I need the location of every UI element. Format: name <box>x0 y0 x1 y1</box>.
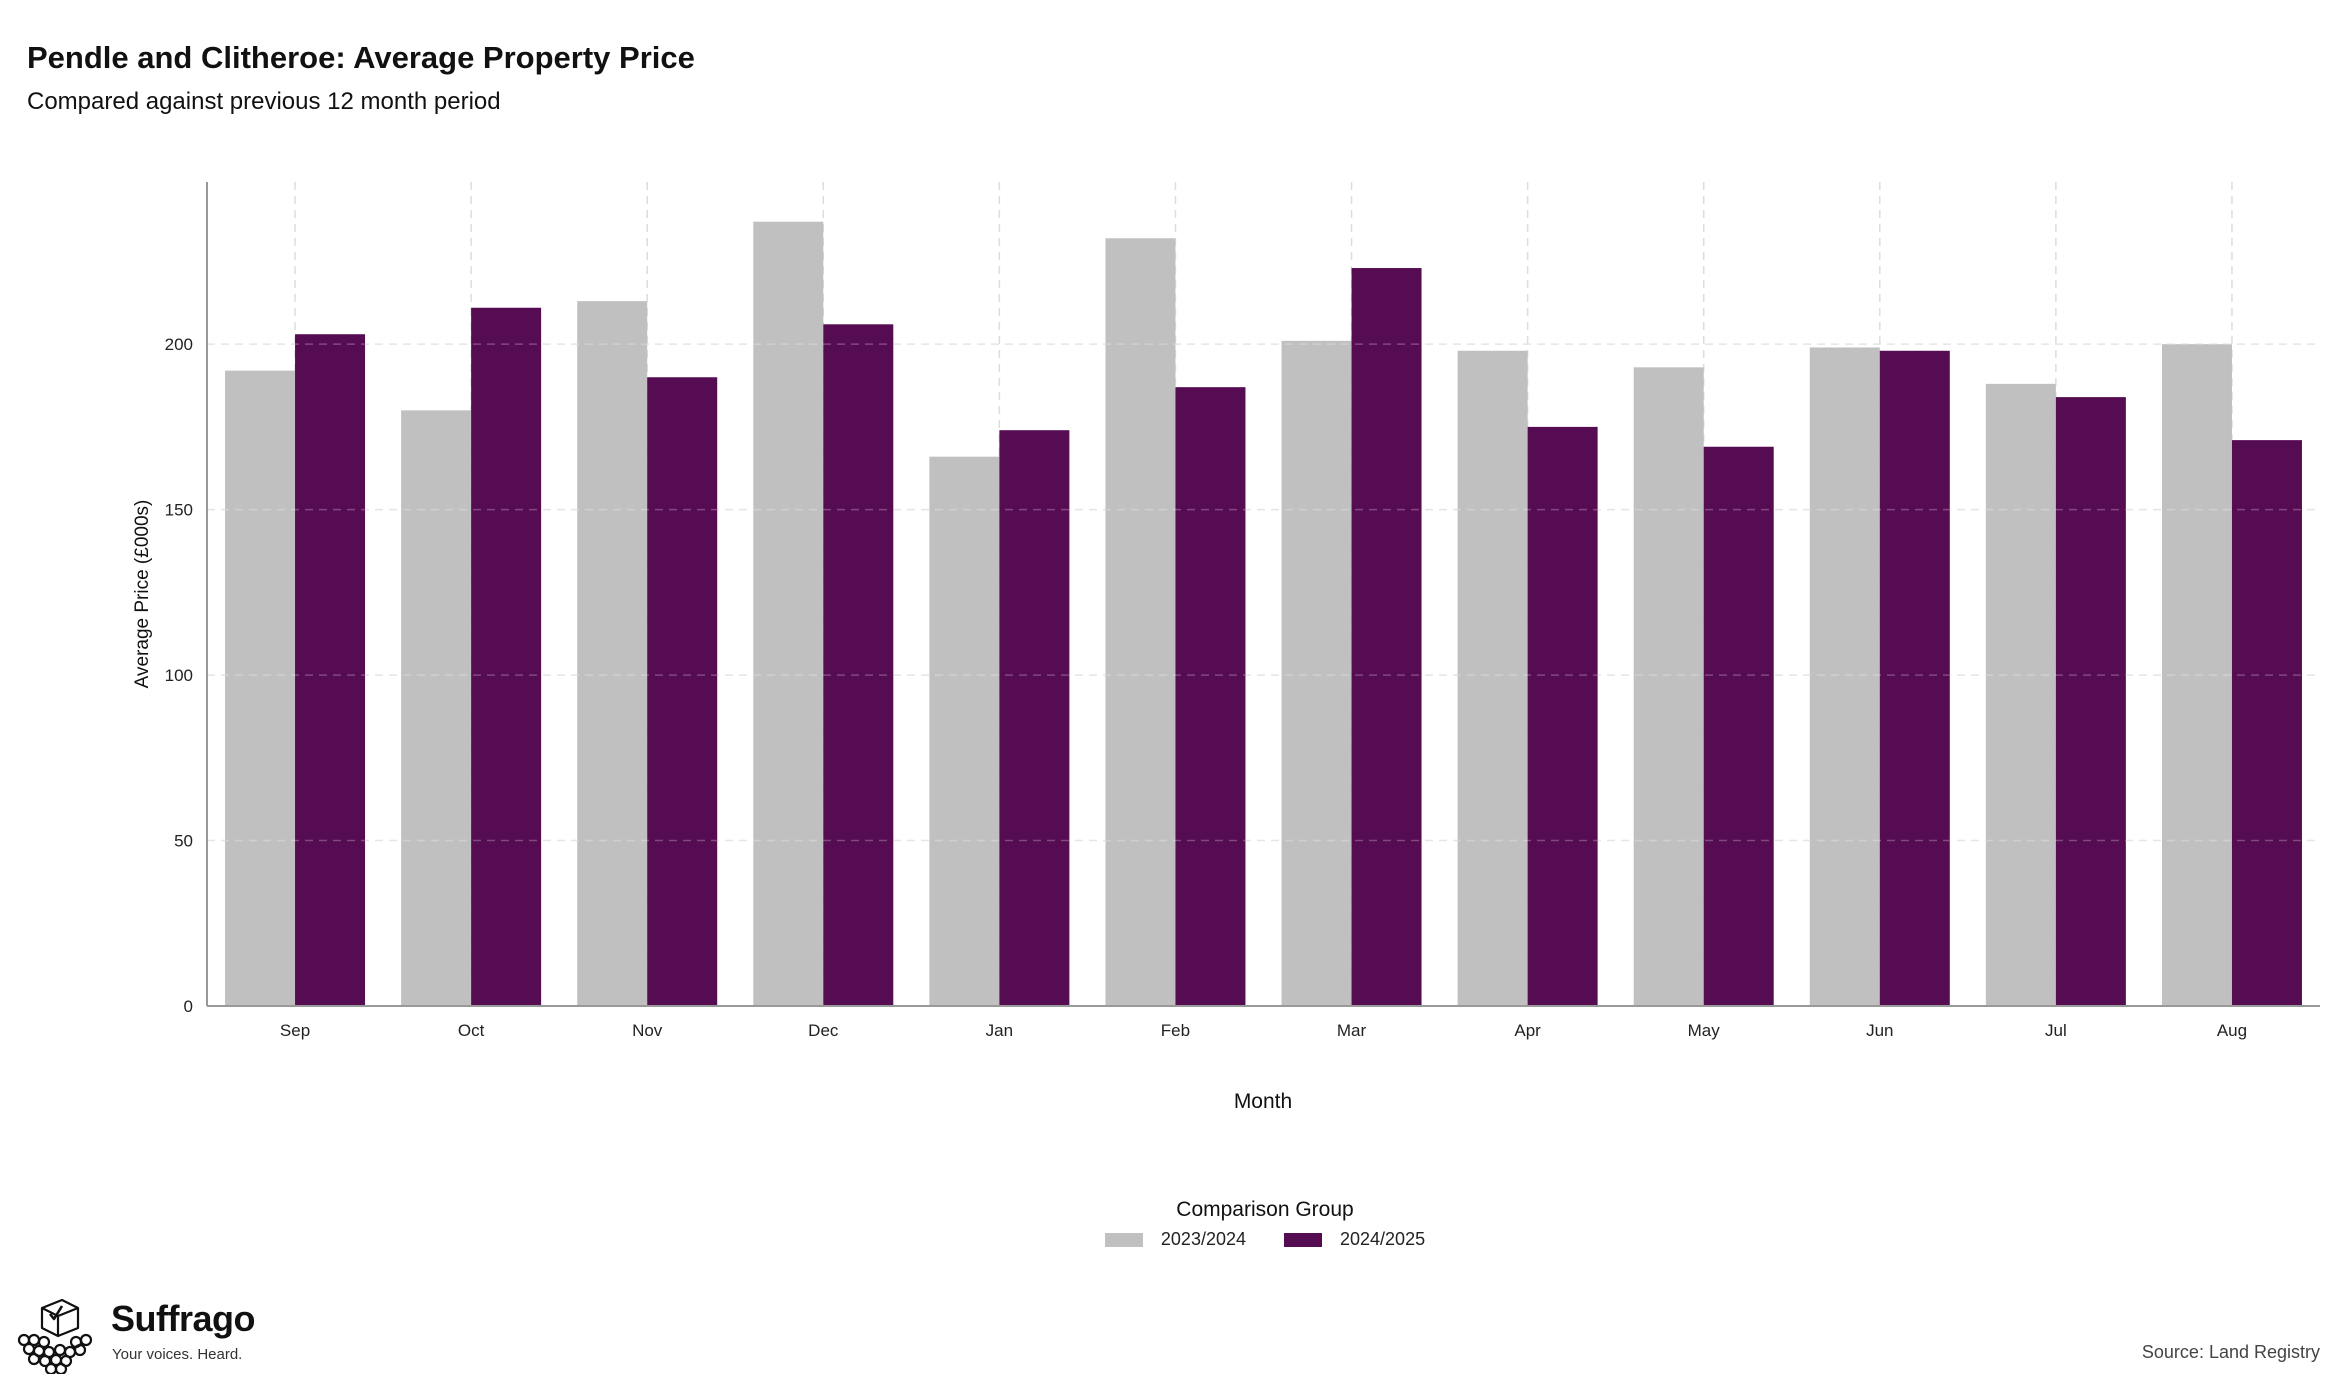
x-tick-label: Mar <box>1337 1021 1367 1040</box>
y-axis-title: Average Price (£000s) <box>132 500 153 689</box>
brand-logo-block: Suffrago Your voices. Heard. <box>14 1294 274 1374</box>
legend-label-2023-2024: 2023/2024 <box>1160 1229 1246 1249</box>
bar-2024-2025-mar <box>1351 268 1422 1006</box>
y-tick-label: 200 <box>165 335 193 354</box>
legend-label-2024-2025: 2024/2025 <box>1340 1229 1426 1249</box>
ballot-box-icon <box>17 1298 93 1374</box>
bar-2023-2024-aug <box>2161 344 2232 1007</box>
bar-2024-2025-nov <box>647 377 718 1006</box>
bar-2024-2025-may <box>1703 446 1774 1006</box>
bar-2024-2025-feb <box>1175 387 1246 1006</box>
bar-2023-2024-dec <box>753 221 824 1007</box>
legend-swatch-2024-2025 <box>1284 1232 1322 1247</box>
x-tick-label: Nov <box>632 1021 663 1040</box>
bar-chart: 0 50 100 150 200 Sep Oct Nov Dec Jan Feb Mar Apr May J… <box>132 182 2320 1113</box>
bar-2023-2024-jun <box>1809 347 1880 1006</box>
y-tick-label: 100 <box>165 666 193 685</box>
bars <box>207 221 2320 1007</box>
x-tick-label: May <box>1688 1021 1721 1040</box>
legend-items: 2023/2024 2024/2025 <box>1000 1229 1530 1250</box>
legend-item-2024-2025: 2024/2025 <box>1284 1229 1425 1250</box>
x-axis-title: Month <box>1234 1090 1292 1113</box>
chart-title: Pendle and Clitheroe: Average Property P… <box>27 40 695 75</box>
bar-2024-2025-apr <box>1527 426 1598 1006</box>
x-tick-label: Dec <box>808 1021 839 1040</box>
x-tick-label: Jan <box>986 1021 1013 1040</box>
x-tick-label: Feb <box>1161 1021 1190 1040</box>
brand-tagline: Your voices. Heard. <box>112 1346 243 1363</box>
x-tick-label: Sep <box>280 1021 310 1040</box>
chart-subtitle: Compared against previous 12 month perio… <box>27 88 501 115</box>
bar-2024-2025-jul <box>2055 397 2126 1006</box>
x-tick-label: Aug <box>2217 1021 2247 1040</box>
bar-2024-2025-dec <box>823 324 894 1006</box>
bar-2023-2024-apr <box>1457 350 1528 1006</box>
bar-2024-2025-aug <box>2231 440 2302 1006</box>
tick-labels: 0 50 100 150 200 Sep Oct Nov Dec Jan Feb Mar Apr May J… <box>165 335 2247 1040</box>
x-tick-label: Jul <box>2045 1021 2067 1040</box>
bar-2023-2024-jan <box>929 456 1000 1007</box>
legend-swatch-2023-2024 <box>1104 1232 1143 1247</box>
bar-2024-2025-sep <box>295 334 366 1006</box>
x-tick-label: Jun <box>1866 1021 1893 1040</box>
brand-name: Suffrago <box>111 1298 256 1339</box>
legend: Comparison Group 2023/2024 2024/2025 <box>1000 1198 1530 1250</box>
y-tick-label: 150 <box>165 501 193 520</box>
bar-2023-2024-nov <box>577 301 648 1006</box>
legend-item-2023-2024: 2023/2024 <box>1104 1229 1246 1250</box>
y-tick-label: 0 <box>184 997 193 1016</box>
axes <box>206 182 2320 1007</box>
bar-2023-2024-mar <box>1281 340 1352 1006</box>
x-tick-label: Oct <box>458 1021 485 1040</box>
gridline-overlay <box>207 343 2320 842</box>
bar-2023-2024-feb <box>1105 238 1176 1007</box>
bar-2024-2025-jun <box>1879 350 1950 1006</box>
y-tick-label: 50 <box>174 832 193 851</box>
bar-2024-2025-oct <box>471 307 542 1007</box>
bar-2023-2024-sep <box>225 370 296 1007</box>
bar-2023-2024-may <box>1633 367 1704 1006</box>
x-tick-label: Apr <box>1514 1021 1541 1040</box>
bar-2023-2024-jul <box>1985 383 2056 1006</box>
source-note: Source: Land Registry <box>2141 1342 2320 1362</box>
bar-2024-2025-jan <box>999 430 1070 1007</box>
bar-2023-2024-oct <box>401 410 472 1006</box>
legend-title: Comparison Group <box>1176 1198 1354 1221</box>
